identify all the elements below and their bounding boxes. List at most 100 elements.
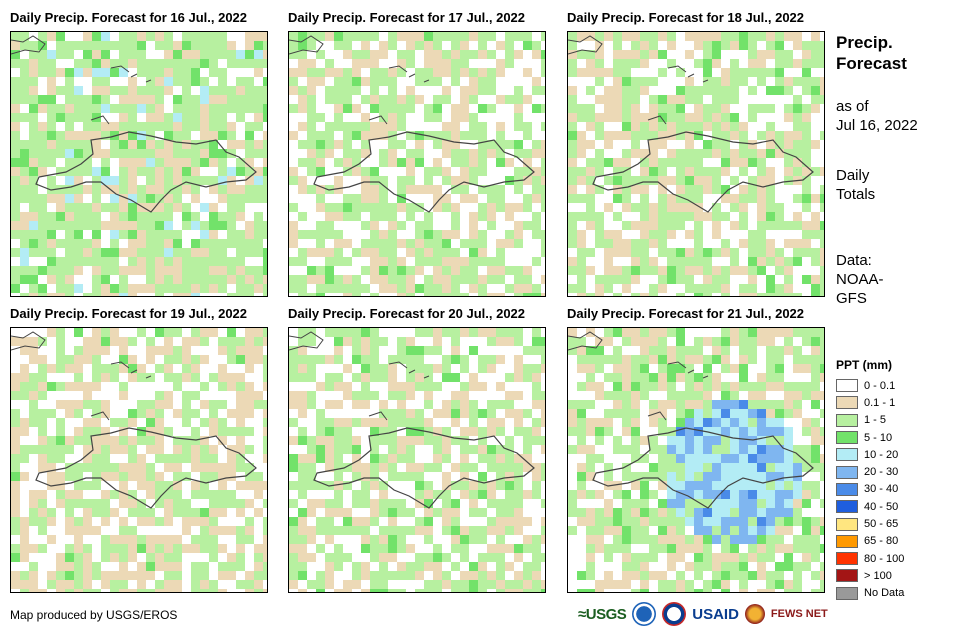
- precip-cell: [433, 526, 442, 535]
- precip-cell: [128, 104, 137, 113]
- precip-cell: [47, 113, 56, 122]
- precip-cell: [74, 409, 83, 418]
- precip-cell: [352, 239, 361, 248]
- precip-cell: [730, 463, 739, 472]
- precip-cell: [568, 113, 577, 122]
- precip-cell: [245, 328, 254, 337]
- precip-cell: [622, 221, 631, 230]
- precip-cell: [532, 239, 541, 248]
- precip-cell: [658, 77, 667, 86]
- precip-cell: [47, 248, 56, 257]
- precip-cell: [721, 248, 730, 257]
- precip-cell: [146, 508, 155, 517]
- precip-cell: [334, 436, 343, 445]
- precip-cell: [496, 293, 505, 296]
- precip-cell: [379, 427, 388, 436]
- precip-cell: [469, 373, 478, 382]
- precip-cell: [721, 293, 730, 296]
- precip-cell: [65, 337, 74, 346]
- precip-cell: [325, 86, 334, 95]
- coastline: [35, 427, 257, 509]
- precip-cell: [29, 526, 38, 535]
- precip-cell: [586, 122, 595, 131]
- precip-cell: [604, 104, 613, 113]
- precip-cell: [568, 230, 577, 239]
- precip-cell: [263, 275, 267, 284]
- precip-cell: [173, 221, 182, 230]
- precip-cell: [775, 257, 784, 266]
- precip-cell: [721, 490, 730, 499]
- precip-cell: [649, 463, 658, 472]
- precip-cell: [784, 355, 793, 364]
- precip-cell: [298, 248, 307, 257]
- precip-cell: [245, 481, 254, 490]
- precip-cell: [523, 409, 532, 418]
- precip-cell: [307, 463, 316, 472]
- precip-cell: [343, 131, 352, 140]
- precip-cell: [361, 490, 370, 499]
- precip-cell: [622, 508, 631, 517]
- precip-cell: [343, 266, 352, 275]
- precip-cell: [766, 140, 775, 149]
- precip-cell: [424, 571, 433, 580]
- precip-cell: [784, 275, 793, 284]
- precip-cell: [307, 95, 316, 104]
- precip-cell: [352, 517, 361, 526]
- precip-cell: [694, 436, 703, 445]
- precip-cell: [209, 436, 218, 445]
- precip-cell: [586, 194, 595, 203]
- precip-cell: [622, 41, 631, 50]
- precip-cell: [316, 382, 325, 391]
- precip-cell: [469, 113, 478, 122]
- precip-cell: [487, 409, 496, 418]
- precip-cell: [820, 212, 824, 221]
- precip-cell: [101, 535, 110, 544]
- precip-cell: [802, 284, 811, 293]
- precip-cell: [451, 373, 460, 382]
- precip-cell: [101, 293, 110, 296]
- precip-cell: [334, 248, 343, 257]
- precip-cell: [20, 571, 29, 580]
- precip-cell: [11, 86, 20, 95]
- precip-cell: [137, 95, 146, 104]
- precip-cell: [406, 41, 415, 50]
- precip-cell: [613, 122, 622, 131]
- precip-cell: [245, 140, 254, 149]
- precip-cell: [595, 463, 604, 472]
- precip-cell: [415, 328, 424, 337]
- precip-cell: [379, 571, 388, 580]
- precip-cell: [784, 382, 793, 391]
- precip-cell: [640, 257, 649, 266]
- precip-cell: [784, 373, 793, 382]
- precip-cell: [110, 95, 119, 104]
- precip-cell: [505, 373, 514, 382]
- precip-cell: [298, 571, 307, 580]
- precip-cell: [254, 131, 263, 140]
- precip-cell: [334, 131, 343, 140]
- precip-cell: [631, 176, 640, 185]
- precip-cell: [20, 373, 29, 382]
- precip-cell: [236, 328, 245, 337]
- precip-cell: [631, 490, 640, 499]
- precip-cell: [191, 427, 200, 436]
- precip-cell: [164, 266, 173, 275]
- precip-cell: [577, 68, 586, 77]
- precip-cell: [685, 95, 694, 104]
- precip-cell: [20, 409, 29, 418]
- precip-cell: [739, 203, 748, 212]
- precip-cell: [191, 266, 200, 275]
- precip-cell: [685, 203, 694, 212]
- precip-cell: [811, 400, 820, 409]
- precip-cell: [119, 212, 128, 221]
- precip-cell: [370, 239, 379, 248]
- precip-cell: [173, 230, 182, 239]
- precip-cell: [622, 490, 631, 499]
- precip-cell: [649, 68, 658, 77]
- precip-cell: [245, 275, 254, 284]
- precip-cell: [415, 499, 424, 508]
- precip-cell: [460, 535, 469, 544]
- precip-cell: [298, 580, 307, 589]
- precip-cell: [577, 328, 586, 337]
- precip-cell: [685, 373, 694, 382]
- precip-cell: [65, 535, 74, 544]
